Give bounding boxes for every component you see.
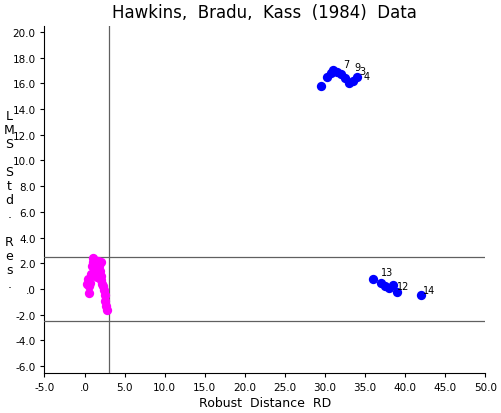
Text: 7: 7 bbox=[344, 59, 350, 69]
Point bbox=[377, 280, 385, 286]
Point bbox=[88, 263, 96, 270]
Point bbox=[84, 276, 92, 282]
Point bbox=[87, 271, 95, 277]
Point bbox=[89, 255, 97, 262]
Point bbox=[97, 259, 105, 266]
Point bbox=[353, 74, 361, 81]
Text: 13: 13 bbox=[381, 267, 393, 277]
Point bbox=[328, 71, 336, 77]
Y-axis label: L
M
S
 
S
t
d
.
 
R
e
s
.: L M S S t d . R e s . bbox=[4, 109, 15, 290]
Text: 12: 12 bbox=[397, 281, 409, 291]
Point bbox=[85, 290, 93, 297]
Text: 14: 14 bbox=[423, 285, 435, 295]
Point bbox=[93, 266, 101, 272]
Point bbox=[333, 69, 341, 76]
Point bbox=[349, 78, 357, 85]
Point bbox=[369, 276, 377, 282]
Text: 9: 9 bbox=[354, 63, 360, 74]
Title: Hawkins,  Bradu,  Kass  (1984)  Data: Hawkins, Bradu, Kass (1984) Data bbox=[112, 4, 417, 22]
Point bbox=[83, 281, 91, 287]
Point bbox=[85, 283, 93, 290]
Point bbox=[100, 287, 108, 294]
Point bbox=[317, 83, 325, 90]
Point bbox=[97, 277, 105, 284]
Point bbox=[101, 298, 109, 304]
Point bbox=[93, 262, 101, 268]
Point bbox=[99, 283, 107, 290]
Point bbox=[97, 273, 105, 280]
Point bbox=[323, 74, 331, 81]
Point bbox=[329, 68, 337, 75]
Point bbox=[393, 289, 401, 295]
Point bbox=[385, 285, 393, 292]
Point bbox=[337, 72, 345, 78]
Point bbox=[417, 292, 425, 299]
Point bbox=[389, 282, 397, 289]
Point bbox=[89, 259, 97, 266]
Point bbox=[381, 283, 389, 290]
Point bbox=[92, 269, 100, 276]
Text: 4: 4 bbox=[364, 72, 370, 82]
Point bbox=[91, 267, 99, 273]
Point bbox=[93, 275, 101, 281]
Point bbox=[96, 268, 104, 275]
Point bbox=[102, 303, 110, 309]
X-axis label: Robust  Distance  RD: Robust Distance RD bbox=[199, 396, 331, 409]
Point bbox=[94, 258, 102, 264]
Point bbox=[103, 306, 111, 313]
Point bbox=[90, 261, 98, 267]
Point bbox=[86, 280, 94, 286]
Text: 3: 3 bbox=[360, 67, 366, 77]
Point bbox=[90, 272, 98, 278]
Point bbox=[98, 281, 106, 287]
Point bbox=[345, 81, 353, 88]
Point bbox=[341, 76, 349, 82]
Point bbox=[95, 263, 103, 270]
Point bbox=[101, 292, 109, 299]
